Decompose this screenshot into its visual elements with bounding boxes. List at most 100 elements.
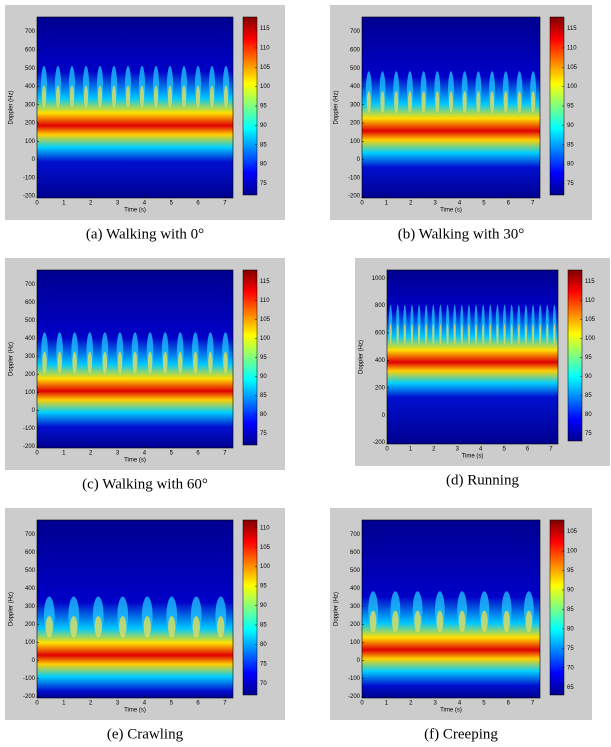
spectrogram-flame [223,85,229,108]
y-tick-label: 600 [375,331,386,337]
plot-frame [361,519,541,699]
spectrogram-flame [111,85,117,108]
x-tick-label: 1 [409,447,413,453]
colorbar-tick-label: 80 [585,412,592,418]
spectrogram-flame [410,323,414,345]
colorbar-tick-label: 70 [567,665,574,671]
colorbar-tick-label: 115 [260,279,270,285]
spectrogram-flame [448,91,454,113]
spectrogram-flame [143,616,151,638]
spectrogram-flame [462,91,467,113]
y-tick-label: 200 [25,372,36,378]
x-tick-label: 1 [62,701,66,707]
spectrogram-flame [531,323,535,345]
colorbar-tick-label: 110 [567,46,577,52]
y-tick-label: -100 [348,175,361,181]
spectrogram-flame [117,351,123,374]
colorbar-tick-label: 95 [260,104,267,110]
spectrogram-flame [209,85,215,108]
x-tick-label: 5 [502,447,506,453]
colorbar-tick-label: 65 [567,685,574,691]
spectrogram-flame [525,610,533,633]
y-axis-label: Doppler (Hz) [334,90,340,124]
x-tick-label: 6 [507,701,511,707]
spectrogram-flame [139,85,145,108]
colorbar-tick-label: 80 [567,626,574,632]
y-tick-label: -200 [373,440,386,446]
plot-frame [386,269,559,445]
y-tick-label: 700 [25,29,36,35]
colorbar [242,519,258,696]
colorbar-tick-label: 95 [567,104,574,110]
y-axis-label: Doppler (Hz) [359,340,365,374]
colorbar-tick-label: 105 [567,65,578,71]
colorbar-tick-label: 85 [260,393,267,399]
plot-frame [36,269,234,449]
y-tick-label: 0 [32,408,36,414]
spectrogram-flame [217,616,225,638]
y-tick-label: 400 [25,336,36,342]
spectrogram-flame [83,85,89,108]
spectrogram-flame [476,91,481,113]
x-tick-label: 7 [531,201,535,207]
spectrogram-flame [168,616,176,638]
y-tick-label: 200 [375,385,386,391]
spectrogram-flame [517,91,522,113]
y-tick-label: 600 [25,300,36,306]
spectrogram-flame [55,85,61,108]
y-tick-label: 300 [25,102,36,108]
x-axis-label: Time (s) [124,708,146,714]
plot-frame [36,16,234,199]
y-tick-label: 600 [25,550,36,556]
spectrogram-flame [97,85,103,108]
y-tick-label: 200 [25,622,36,628]
colorbar [242,269,258,446]
x-tick-label: 6 [196,451,200,457]
colorbar [549,16,565,196]
spectrogram-flame [414,610,421,633]
x-tick-label: 4 [143,201,147,207]
colorbar [242,16,258,196]
spectrogram-flame [42,351,47,374]
spectrogram-flame [436,610,444,633]
colorbar-tick-label: 85 [567,607,574,613]
spectrogram-flame [425,323,428,345]
x-tick-label: 4 [458,201,462,207]
caption: (d) Running [446,472,519,488]
colorbar-tick-label: 100 [260,336,271,342]
spectrogram-flame [69,85,75,108]
colorbar-tick-label: 80 [260,162,267,168]
x-tick-label: 6 [196,701,200,707]
x-tick-label: 1 [62,201,66,207]
spectrogram-flame [510,323,513,345]
x-tick-label: 3 [116,701,120,707]
y-tick-label: 300 [25,604,36,610]
y-tick-label: -200 [23,444,36,450]
colorbar-tick-label: 115 [585,279,595,285]
x-axis-label: Time (s) [440,708,462,714]
y-tick-label: -100 [348,676,361,682]
spectrogram-flame [369,610,377,633]
spectrogram-flame [392,610,399,633]
y-tick-label: 200 [350,121,361,127]
colorbar-tick-label: 115 [260,26,270,32]
caption: (c) Walking with 60° [82,476,208,492]
y-tick-label: 600 [25,47,36,53]
x-tick-label: 3 [116,201,120,207]
x-tick-label: 2 [89,701,93,707]
x-tick-label: 1 [385,701,389,707]
colorbar-tick-label: 70 [260,681,267,687]
y-tick-label: 200 [350,622,361,628]
y-tick-label: 700 [25,282,36,288]
colorbar-tick-label: 110 [260,46,270,52]
spectrogram-flame [177,351,183,374]
y-tick-label: 1000 [372,276,386,282]
x-axis-label: Time (s) [124,458,146,464]
spectrogram-flame [546,323,549,345]
y-tick-label: -200 [23,694,36,700]
colorbar-tick-label: 95 [260,355,267,361]
colorbar-tick-label: 85 [567,142,574,148]
spectrogram-flame [453,323,456,345]
x-tick-label: 3 [433,701,437,707]
colorbar-tick-label: 100 [585,336,596,342]
